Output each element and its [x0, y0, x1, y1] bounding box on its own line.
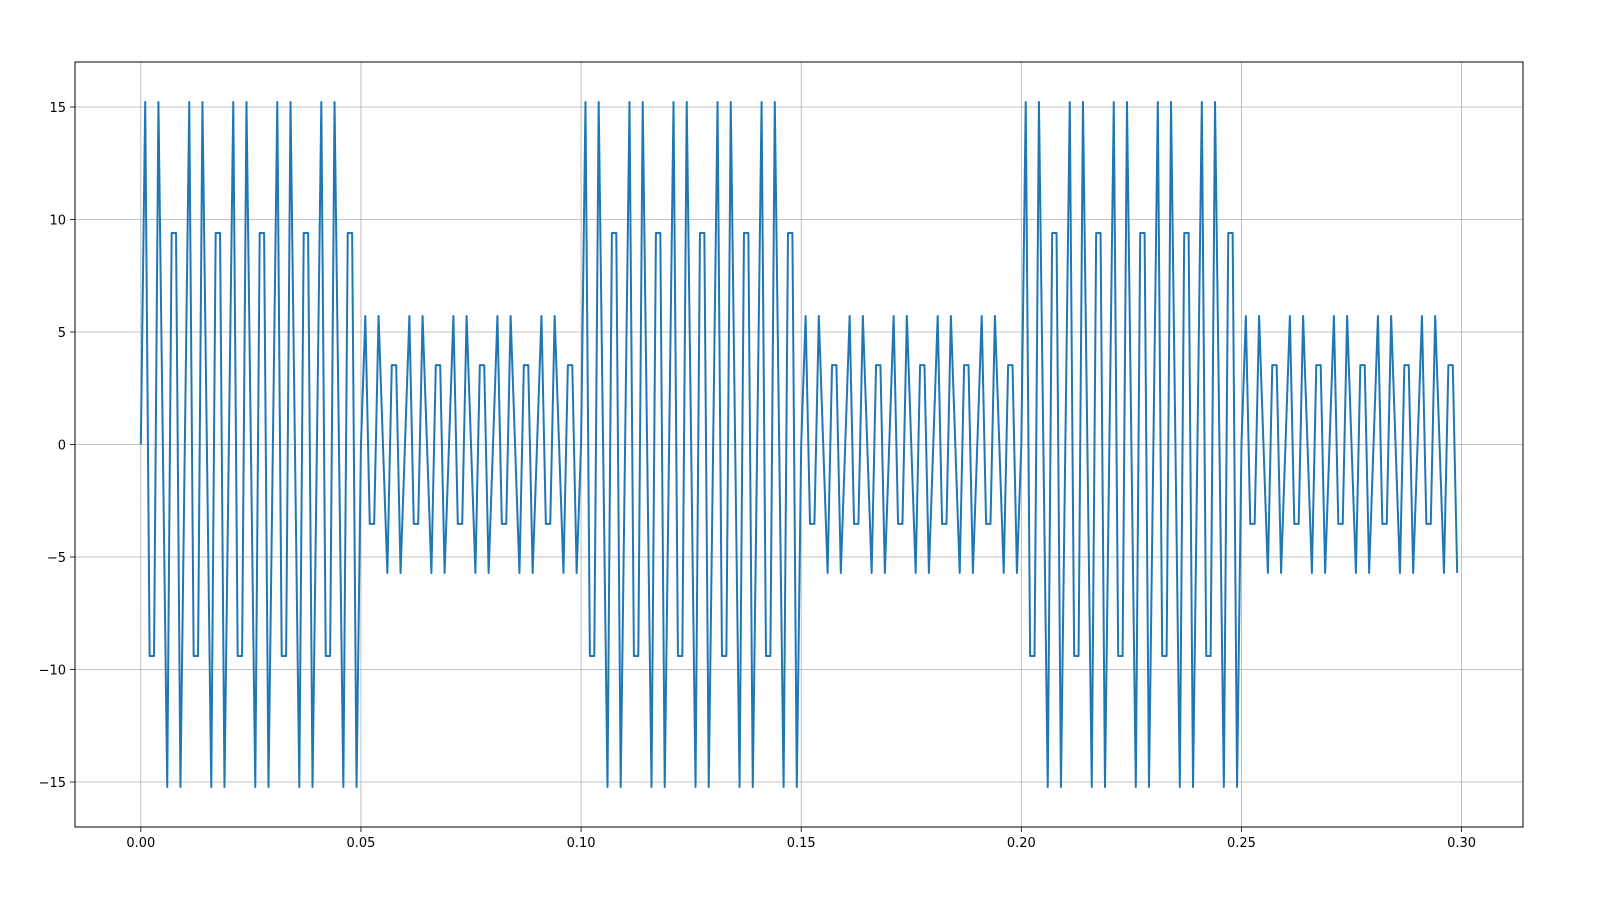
x-tick-label: 0.10 — [567, 836, 596, 851]
y-tick-label: −15 — [39, 776, 66, 791]
y-tick-label: 0 — [58, 439, 66, 454]
x-tick-label: 0.30 — [1447, 836, 1476, 851]
y-tick-label: 5 — [58, 326, 66, 341]
x-tick-label: 0.05 — [346, 836, 375, 851]
x-tick-label: 0.25 — [1227, 836, 1256, 851]
line — [139, 101, 1459, 788]
y-tick-label: −5 — [47, 551, 66, 566]
y-tick-label: 10 — [49, 214, 66, 229]
x-tick-label: 0.00 — [126, 836, 155, 851]
y-tick-label: −10 — [39, 664, 66, 679]
axes-frame — [74, 61, 1524, 828]
y-tick-label: 15 — [49, 101, 66, 116]
x-tick-label: 0.20 — [1007, 836, 1036, 851]
x-tick-label: 0.15 — [787, 836, 816, 851]
